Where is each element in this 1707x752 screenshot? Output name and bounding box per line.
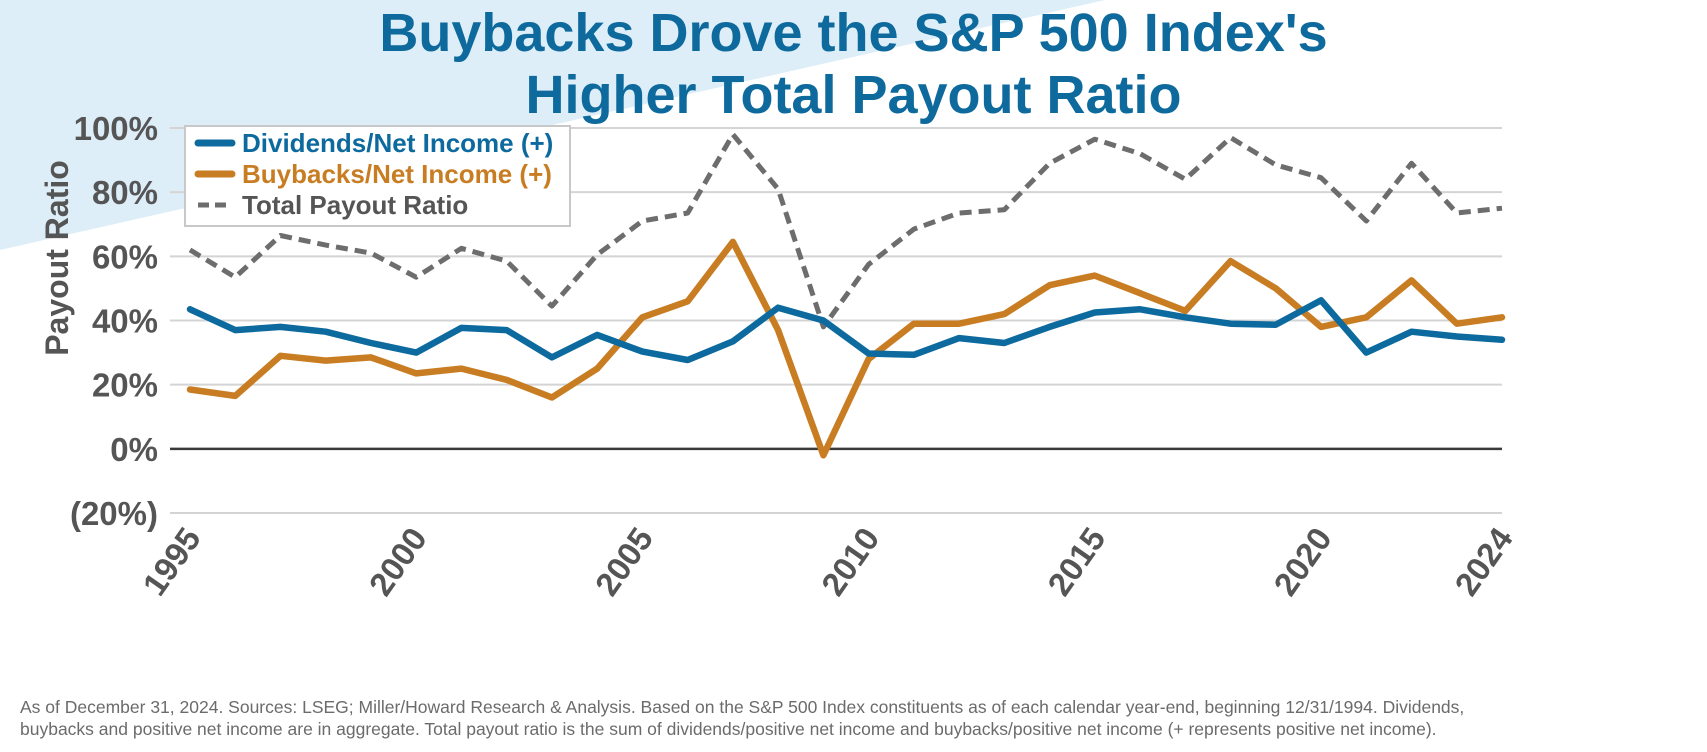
x-tick-label: 2005 <box>588 521 660 602</box>
chart-title-line-1: Buybacks Drove the S&P 500 Index's <box>379 3 1328 63</box>
series-line-dividends <box>186 297 1506 364</box>
x-tick-label: 2024 <box>1447 520 1520 602</box>
x-tick-label: 1995 <box>135 521 207 602</box>
footnote-line-2: buybacks and positive net income are in … <box>20 719 1437 739</box>
y-tick-label: 0% <box>110 431 158 468</box>
y-axis-label: Payout Ratio <box>39 160 75 356</box>
y-tick-label: 40% <box>92 303 158 340</box>
y-tick-label: 20% <box>92 367 158 404</box>
payout-ratio-chart: 100% 80% 60% 40% 20% 0% (20%) 1995 2000 2005 2010… <box>39 110 1520 602</box>
chart-title: Buybacks Drove the S&P 500 Index's Highe… <box>0 0 1707 126</box>
y-tick-label: 80% <box>92 174 158 211</box>
legend: Dividends/Net Income (+) Buybacks/Net In… <box>184 125 571 227</box>
y-tick-label: 100% <box>74 110 158 147</box>
legend-label-buybacks: Buybacks/Net Income (+) <box>242 159 552 189</box>
series-lines <box>186 131 1506 459</box>
chart-title-line-2: Higher Total Payout Ratio <box>525 65 1182 125</box>
legend-label-dividends: Dividends/Net Income (+) <box>242 128 553 158</box>
x-tick-label: 2020 <box>1266 521 1338 602</box>
legend-label-total: Total Payout Ratio <box>242 190 468 220</box>
source-footnote: As of December 31, 2024. Sources: LSEG; … <box>20 696 1700 740</box>
y-tick-label: 60% <box>92 238 158 275</box>
x-axis-ticks: 1995 2000 2005 2010 2015 2020 2024 <box>135 520 1520 602</box>
x-tick-label: 2000 <box>362 521 434 602</box>
y-axis-ticks: 100% 80% 60% 40% 20% 0% (20%) <box>70 110 158 532</box>
x-tick-label: 2010 <box>814 521 886 602</box>
y-tick-label: (20%) <box>70 495 158 532</box>
legend-box <box>184 125 571 227</box>
footnote-line-1: As of December 31, 2024. Sources: LSEG; … <box>20 697 1465 717</box>
x-tick-label: 2015 <box>1040 521 1112 602</box>
series-line-buybacks <box>186 238 1506 459</box>
series-line-total-payout <box>188 131 1503 330</box>
